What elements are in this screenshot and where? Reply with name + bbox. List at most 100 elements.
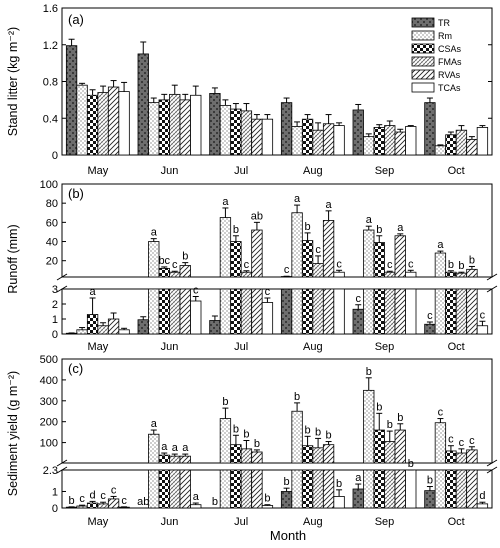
- panel-b-significance-letter: c: [265, 286, 271, 298]
- legend-label-fmas: FMAs: [438, 57, 462, 67]
- panel-b-bar-RVAs-May: [107, 318, 120, 335]
- panel-b-bar-CSAs-Jun-upper: [158, 267, 170, 278]
- panel-a-bar-FMAs-Jul: [240, 110, 253, 156]
- panel-b-bar-RVAs-Sep-upper: [394, 235, 406, 278]
- panel-c-bar-FMAs-Oct-upper: [455, 452, 468, 464]
- panel-c-significance-letter: a: [182, 442, 189, 454]
- panel-c-significance-letter: c: [100, 490, 106, 502]
- panel-b-y-tick: 1: [52, 314, 58, 326]
- panel-c-bar-TR-Aug: [280, 491, 293, 509]
- panel-a-bar-FMAs-Jun: [169, 93, 181, 156]
- panel-b-bar-CSAs-Jun: [158, 288, 170, 335]
- panel-b-bar-Rm-May: [76, 329, 88, 335]
- panel-b-significance-letter: a: [90, 286, 97, 298]
- panel-a-bar-CSAs-Jun: [158, 99, 170, 156]
- panel-a-bar-TR-Aug: [280, 102, 293, 156]
- panel-b-label: (b): [68, 186, 84, 201]
- panel-a-bar-Rm-Oct: [434, 145, 447, 156]
- panel-b-bar-TCAs-Oct: [476, 325, 489, 335]
- panel-b-significance-letter: c: [284, 264, 290, 276]
- panel-b-bar-RVAs-Oct: [466, 288, 478, 335]
- panel-b-bar-CSAs-Aug: [301, 288, 314, 335]
- panel-c-bar-FMAs-Aug-upper: [312, 447, 324, 464]
- panel-c-bar-FMAs-May: [97, 503, 109, 509]
- panel-a-x-tick-jun: Jun: [161, 165, 179, 177]
- legend-label-tr: TR: [438, 18, 450, 28]
- panel-c-bar-CSAs-Jul-upper: [230, 444, 242, 464]
- legend-swatch-rvas: [411, 69, 435, 80]
- panel-c-bar-RVAs-Sep-upper: [394, 429, 406, 464]
- panel-c-significance-letter: b: [69, 495, 75, 507]
- panel-c-significance-letter: a: [151, 418, 158, 430]
- panel-c-y-tick: 1: [52, 486, 58, 498]
- panel-b-bar-RVAs-Sep: [394, 288, 406, 335]
- panel-c-significance-letter: b: [408, 458, 414, 470]
- panel-b-significance-letter: c: [193, 285, 199, 297]
- panel-c-significance-letter: b: [264, 493, 270, 505]
- panel-c-significance-letter: b: [366, 366, 372, 378]
- panel-a-x-tick-may: May: [87, 165, 108, 177]
- panel-c-significance-letter: d: [479, 490, 485, 502]
- legend-label-rvas: RVAs: [438, 70, 461, 80]
- panel-c-y-tick: 300: [40, 396, 58, 408]
- panel-b-x-tick-sep: Sep: [375, 341, 395, 353]
- panel-c-significance-letter: b: [243, 428, 249, 440]
- panel-c-x-tick-sep: Sep: [375, 516, 395, 528]
- panel-b-bar-Rm-Aug-upper: [291, 212, 303, 278]
- panel-c-significance-letter: b: [336, 478, 342, 490]
- panel-c-significance-letter: b: [233, 423, 239, 435]
- panel-a-bar-TR-Jun: [137, 53, 149, 156]
- panel-b-bar-FMAs-Aug-upper: [312, 263, 324, 278]
- panel-b-x-tick-jun: Jun: [161, 341, 179, 353]
- panel-b-y-tick: 0: [52, 329, 58, 341]
- panel-c-significance-letter: c: [438, 407, 444, 419]
- panel-a-bar-RVAs-Jun: [179, 99, 191, 156]
- panel-b-bar-Rm-Jul-upper: [219, 217, 232, 278]
- panel-c-break-mark: [486, 459, 498, 467]
- panel-c-bar-TR-Sep: [352, 488, 364, 509]
- panel-b-bar-FMAs-Aug: [312, 288, 324, 335]
- panel-c-bar-CSAs-Sep: [373, 469, 385, 509]
- panel-b-bar-TR-Jun: [137, 319, 149, 335]
- panel-c-y-tick: 500: [40, 354, 58, 366]
- panel-b-significance-letter: ab: [251, 210, 263, 222]
- panel-b-significance-letter: c: [356, 293, 362, 305]
- panel-b-bar-Rm-Oct-upper: [434, 252, 447, 278]
- panel-a-bar-TR-May: [65, 45, 78, 156]
- panel-c-significance-letter: b: [326, 430, 332, 442]
- legend-swatch-rm: [411, 30, 435, 41]
- panel-b-significance-letter: b: [448, 259, 454, 271]
- panel-c-significance-letter: d: [90, 489, 96, 501]
- panel-c-label: (c): [68, 361, 83, 376]
- panel-c-bar-FMAs-Jul: [240, 469, 253, 509]
- panel-a-bar-RVAs-Aug: [322, 123, 335, 156]
- panel-b-significance-letter: c: [172, 259, 178, 271]
- panel-c-y-tick: 0: [52, 503, 58, 515]
- panel-c-bar-FMAs-Oct: [455, 469, 468, 509]
- panel-b-y-tick: 60: [46, 217, 58, 229]
- legend-swatch-csas: [411, 43, 435, 54]
- panel-b-bar-RVAs-Aug-upper: [322, 220, 335, 278]
- panel-b-bar-FMAs-Oct-upper: [455, 272, 468, 278]
- panel-c-significance-letter: b: [254, 438, 260, 450]
- panel-c-significance-letter: b: [284, 476, 290, 488]
- panel-b-x-tick-oct: Oct: [448, 341, 465, 353]
- panel-b-significance-letter: a: [222, 196, 229, 208]
- panel-b-bar-CSAs-Jul: [230, 288, 242, 335]
- panel-c-bar-FMAs-Jun: [169, 469, 181, 509]
- panel-a-bar-CSAs-May: [86, 94, 99, 156]
- panel-b-bar-Rm-Jul: [219, 288, 232, 335]
- panel-b-bar-Rm-Jun: [148, 288, 160, 335]
- panel-a-bar-TR-Oct: [424, 102, 436, 156]
- panel-b-bar-Rm-Sep: [363, 288, 375, 335]
- panel-c-x-tick-jul: Jul: [234, 516, 248, 528]
- panel-c-bar-Rm-Oct-upper: [434, 422, 447, 464]
- panel-b-x-tick-jul: Jul: [234, 341, 248, 353]
- panel-c-significance-letter: c: [121, 495, 127, 507]
- panel-a-y-tick: 1.6: [43, 3, 58, 15]
- legend-swatch-tcas: [411, 82, 435, 93]
- panel-a-y-tick: 0.8: [43, 77, 58, 89]
- panel-c-bar-FMAs-Jun-upper: [169, 455, 181, 464]
- panel-c-bar-CSAs-Oct: [445, 469, 457, 509]
- panel-c-bar-CSAs-Aug-upper: [301, 445, 314, 464]
